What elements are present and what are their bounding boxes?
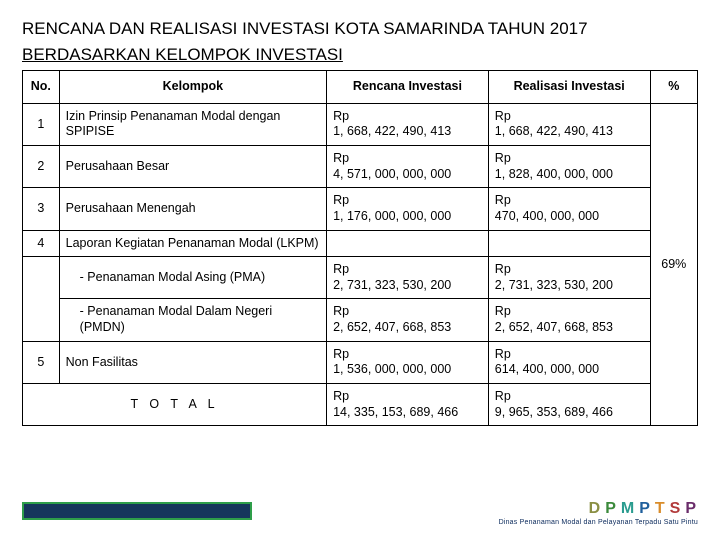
table-row: - Penanaman Modal Dalam Negeri (PMDN) Rp… bbox=[23, 299, 698, 341]
cell-no: 4 bbox=[23, 230, 60, 257]
cell-kelompok: Non Fasilitas bbox=[59, 341, 326, 383]
col-header-no: No. bbox=[23, 71, 60, 104]
table-row: - Penanaman Modal Asing (PMA) Rp 2, 731,… bbox=[23, 257, 698, 299]
cell-percent: 69% bbox=[650, 103, 697, 425]
footer-logo: D P M P T S P Dinas Penanaman Modal dan … bbox=[499, 500, 698, 526]
logo-letters: D P M P T S P bbox=[499, 500, 698, 518]
cell-realisasi bbox=[488, 230, 650, 257]
logo-letter: P bbox=[603, 500, 618, 518]
table-row: 5 Non Fasilitas Rp 1, 536, 000, 000, 000… bbox=[23, 341, 698, 383]
cell-kelompok-sub: - Penanaman Modal Dalam Negeri (PMDN) bbox=[59, 299, 326, 341]
cell-rencana bbox=[327, 230, 489, 257]
table-row: 2 Perusahaan Besar Rp 4, 571, 000, 000, … bbox=[23, 146, 698, 188]
cell-no: 2 bbox=[23, 146, 60, 188]
col-header-rencana: Rencana Investasi bbox=[327, 71, 489, 104]
cell-realisasi: Rp 470, 400, 000, 000 bbox=[488, 188, 650, 230]
cell-no: 1 bbox=[23, 103, 60, 145]
logo-letter: P bbox=[637, 500, 652, 518]
col-header-percent: % bbox=[650, 71, 697, 104]
cell-no: 5 bbox=[23, 341, 60, 383]
table-row: 1 Izin Prinsip Penanaman Modal dengan SP… bbox=[23, 103, 698, 145]
cell-no: 3 bbox=[23, 188, 60, 230]
cell-realisasi: Rp 2, 652, 407, 668, 853 bbox=[488, 299, 650, 341]
cell-no bbox=[23, 299, 60, 341]
table-row: 3 Perusahaan Menengah Rp 1, 176, 000, 00… bbox=[23, 188, 698, 230]
cell-total-realisasi: Rp 9, 965, 353, 689, 466 bbox=[488, 383, 650, 425]
cell-rencana: Rp 1, 668, 422, 490, 413 bbox=[327, 103, 489, 145]
cell-kelompok: Izin Prinsip Penanaman Modal dengan SPIP… bbox=[59, 103, 326, 145]
cell-rencana: Rp 1, 536, 000, 000, 000 bbox=[327, 341, 489, 383]
cell-kelompok: Perusahaan Menengah bbox=[59, 188, 326, 230]
cell-rencana: Rp 4, 571, 000, 000, 000 bbox=[327, 146, 489, 188]
cell-total-label: T O T A L bbox=[23, 383, 327, 425]
table-header-row: No. Kelompok Rencana Investasi Realisasi… bbox=[23, 71, 698, 104]
col-header-realisasi: Realisasi Investasi bbox=[488, 71, 650, 104]
logo-letter: D bbox=[587, 500, 603, 518]
table-row: 4 Laporan Kegiatan Penanaman Modal (LKPM… bbox=[23, 230, 698, 257]
cell-rencana: Rp 2, 652, 407, 668, 853 bbox=[327, 299, 489, 341]
logo-letter: P bbox=[683, 500, 698, 518]
cell-no bbox=[23, 257, 60, 299]
logo-subtitle: Dinas Penanaman Modal dan Pelayanan Terp… bbox=[499, 519, 698, 526]
cell-realisasi: Rp 1, 668, 422, 490, 413 bbox=[488, 103, 650, 145]
cell-realisasi: Rp 1, 828, 400, 000, 000 bbox=[488, 146, 650, 188]
cell-realisasi: Rp 2, 731, 323, 530, 200 bbox=[488, 257, 650, 299]
decor-bar bbox=[22, 502, 252, 520]
cell-kelompok: Perusahaan Besar bbox=[59, 146, 326, 188]
cell-kelompok: Laporan Kegiatan Penanaman Modal (LKPM) bbox=[59, 230, 326, 257]
page-title-line1: RENCANA DAN REALISASI INVESTASI KOTA SAM… bbox=[22, 18, 698, 40]
cell-realisasi: Rp 614, 400, 000, 000 bbox=[488, 341, 650, 383]
cell-rencana: Rp 2, 731, 323, 530, 200 bbox=[327, 257, 489, 299]
page-title-line2: BERDASARKAN KELOMPOK INVESTASI bbox=[22, 44, 698, 66]
logo-letter: M bbox=[619, 500, 636, 518]
table-total-row: T O T A L Rp 14, 335, 153, 689, 466 Rp 9… bbox=[23, 383, 698, 425]
cell-kelompok-sub: - Penanaman Modal Asing (PMA) bbox=[59, 257, 326, 299]
logo-letter: S bbox=[668, 500, 683, 518]
col-header-kelompok: Kelompok bbox=[59, 71, 326, 104]
cell-total-rencana: Rp 14, 335, 153, 689, 466 bbox=[327, 383, 489, 425]
cell-rencana: Rp 1, 176, 000, 000, 000 bbox=[327, 188, 489, 230]
footer: D P M P T S P Dinas Penanaman Modal dan … bbox=[22, 492, 698, 526]
investment-table: No. Kelompok Rencana Investasi Realisasi… bbox=[22, 70, 698, 426]
logo-letter: T bbox=[653, 500, 667, 518]
